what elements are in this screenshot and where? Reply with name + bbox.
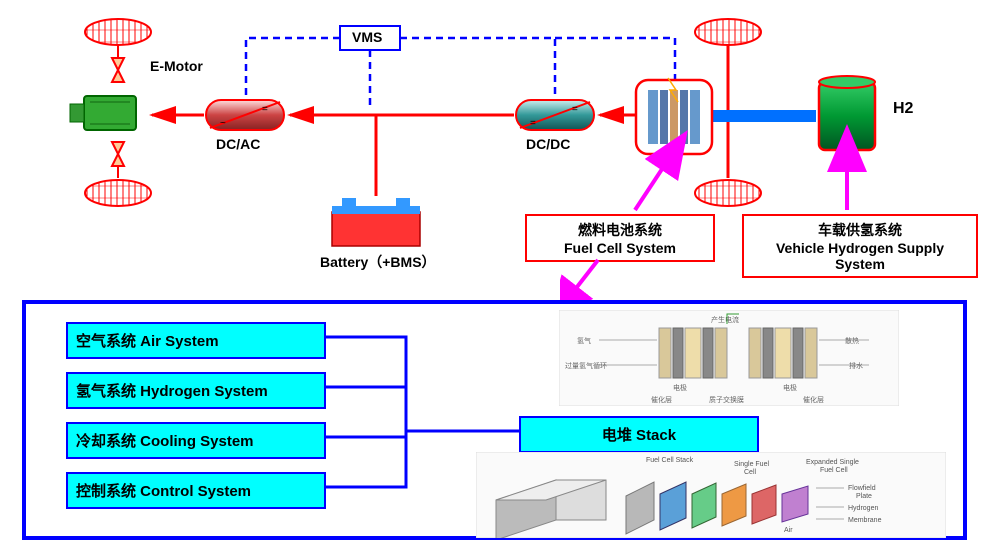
wheel-front-left [85,19,151,45]
svg-text:Cell: Cell [744,469,757,476]
stack-exploded-icon: Fuel Cell Stack Single Fuel Cell Expande… [476,452,946,538]
svg-text:=: = [530,118,536,129]
emotor-label: E-Motor [150,58,203,74]
fuelcell-callout: 燃料电池系统 Fuel Cell System [525,214,715,262]
h2-label: H2 [893,100,913,118]
h2supply-cn: 车载供氢系统 [754,220,966,240]
svg-text:Expanded Single: Expanded Single [806,459,859,466]
svg-text:=: = [572,104,578,115]
dcac-label: DC/AC [216,136,260,152]
svg-text:催化层: 催化层 [651,395,672,404]
motor-icon [70,96,136,130]
wheel-rear-left [695,19,761,45]
svg-text:催化层: 催化层 [803,395,824,404]
svg-text:~: ~ [220,118,226,129]
svg-text:排水: 排水 [849,361,863,370]
svg-text:Air: Air [784,527,793,534]
wheel-front-right [85,180,151,206]
svg-text:质子交换膜: 质子交换膜 [709,395,744,404]
svg-text:Hydrogen: Hydrogen [848,505,878,512]
battery-label: Battery（+BMS） [320,252,436,272]
fuelcell-icon [636,78,712,154]
svg-text:=: = [262,104,268,115]
battery-icon [332,198,420,246]
svg-text:Fuel Cell Stack: Fuel Cell Stack [646,457,694,464]
svg-text:电极: 电极 [673,383,687,392]
subsystem-panel: 空气系统 Air System 氢气系统 Hydrogen System 冷却系… [22,300,967,540]
dcdc-label: DC/DC [526,136,570,152]
wheel-rear-right [695,180,761,206]
svg-text:Membrane: Membrane [848,517,882,524]
svg-text:氢气: 氢气 [577,336,591,345]
h2supply-en: Vehicle Hydrogen Supply System [754,240,966,272]
stack-crosssection-icon: 氢气 散热 过量氢气循环 排水 电极 电极 催化层 催化层 质子交换膜 产生电流 [559,310,899,406]
svg-text:过量氢气循环: 过量氢气循环 [565,361,607,370]
fuelcell-en: Fuel Cell System [537,240,703,256]
svg-text:Fuel Cell: Fuel Cell [820,467,848,474]
svg-text:Plate: Plate [856,493,872,500]
svg-text:Flowfield: Flowfield [848,485,876,492]
svg-text:电极: 电极 [783,383,797,392]
svg-text:散热: 散热 [845,336,859,345]
dcac-icon: ~ = [206,100,284,130]
dcdc-icon: = = [516,100,594,130]
svg-text:产生电流: 产生电流 [711,315,739,324]
vms-label: VMS [352,29,382,45]
h2supply-callout: 车载供氢系统 Vehicle Hydrogen Supply System [742,214,978,278]
fuelcell-cn: 燃料电池系统 [537,220,703,240]
svg-text:Single Fuel: Single Fuel [734,461,769,468]
h2tank-icon [819,76,875,150]
